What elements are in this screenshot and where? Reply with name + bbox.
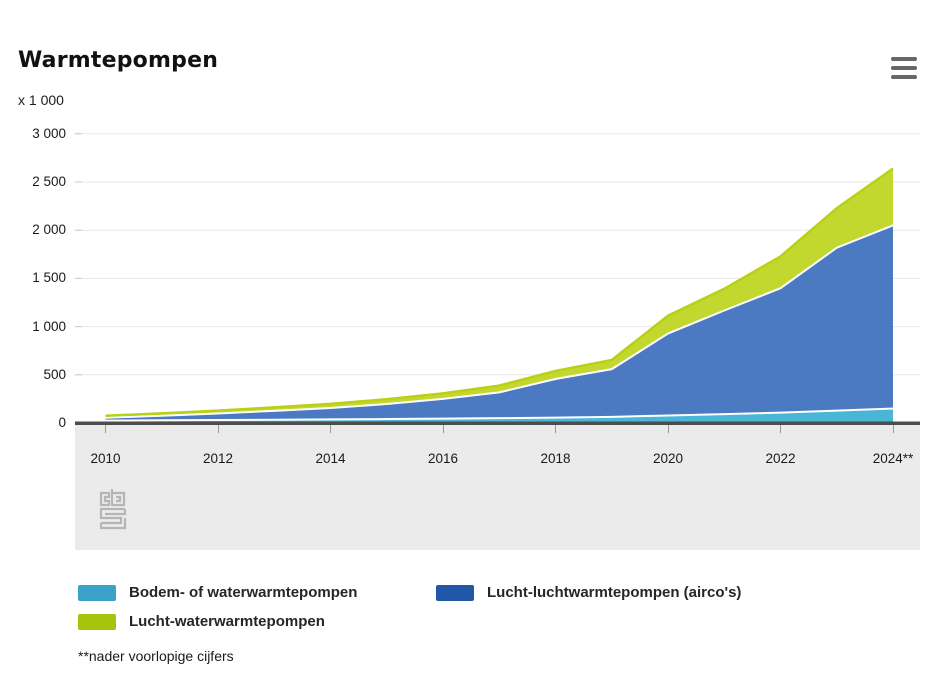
x-axis-tick-label: 2020 — [652, 451, 684, 466]
hamburger-icon — [891, 66, 917, 70]
hamburger-icon — [891, 75, 917, 79]
legend-swatch — [436, 584, 474, 601]
x-axis-tick-label: 2018 — [540, 451, 571, 466]
x-axis-tick-label: 2010 — [90, 451, 121, 466]
y-axis-unit-label: x 1 000 — [18, 92, 64, 108]
x-axis-tick-label: 2012 — [202, 451, 234, 466]
x-axis-tick-label: 2016 — [427, 451, 459, 466]
x-axis-tick — [892, 425, 894, 433]
legend-swatch — [78, 584, 116, 601]
legend-label: Lucht-luchtwarmtepompen (airco's) — [487, 584, 742, 601]
legend-item[interactable]: Lucht-waterwarmtepompen — [78, 613, 436, 630]
footnote: **nader voorlopige cijfers — [78, 648, 234, 664]
y-axis-tick-label: 3 000 — [32, 125, 66, 141]
y-axis-tick-label: 500 — [43, 366, 66, 382]
cbs-logo — [99, 489, 127, 530]
x-axis-tick-label: 2024** — [872, 451, 914, 466]
legend: Bodem- of waterwarmtepompen Lucht-luchtwa… — [78, 584, 741, 630]
hamburger-icon — [891, 57, 917, 61]
legend-item[interactable]: Bodem- of waterwarmtepompen — [78, 584, 436, 601]
x-axis-tick — [780, 425, 781, 433]
y-axis-tick-label: 1 500 — [32, 270, 66, 286]
area-chart-plot — [75, 133, 920, 425]
x-axis-tick — [330, 425, 331, 433]
chart-title: Warmtepompen — [18, 48, 219, 73]
legend-label: Bodem- of waterwarmtepompen — [129, 584, 358, 601]
x-axis-tick — [555, 425, 556, 433]
y-axis-tick-label: 0 — [58, 415, 66, 430]
x-axis-tick — [217, 425, 219, 433]
y-axis-tick-label: 2 000 — [32, 222, 66, 238]
hamburger-menu-button[interactable] — [891, 57, 917, 79]
x-axis-tick-label: 2022 — [765, 451, 796, 466]
y-axis-tick-label: 1 000 — [32, 318, 66, 334]
x-axis-tick — [442, 425, 444, 433]
y-axis-tick-label: 2 500 — [32, 174, 66, 189]
legend-swatch — [78, 613, 116, 630]
legend-item[interactable]: Lucht-luchtwarmtepompen (airco's) — [436, 584, 741, 601]
x-axis-tick — [667, 425, 669, 433]
legend-label: Lucht-waterwarmtepompen — [129, 613, 325, 630]
x-axis-tick-label: 2014 — [315, 451, 346, 466]
x-axis-tick — [105, 425, 106, 433]
x-axis-band: 2010 2012 2014 2016 2018 2020 2022 2024** — [75, 425, 920, 550]
